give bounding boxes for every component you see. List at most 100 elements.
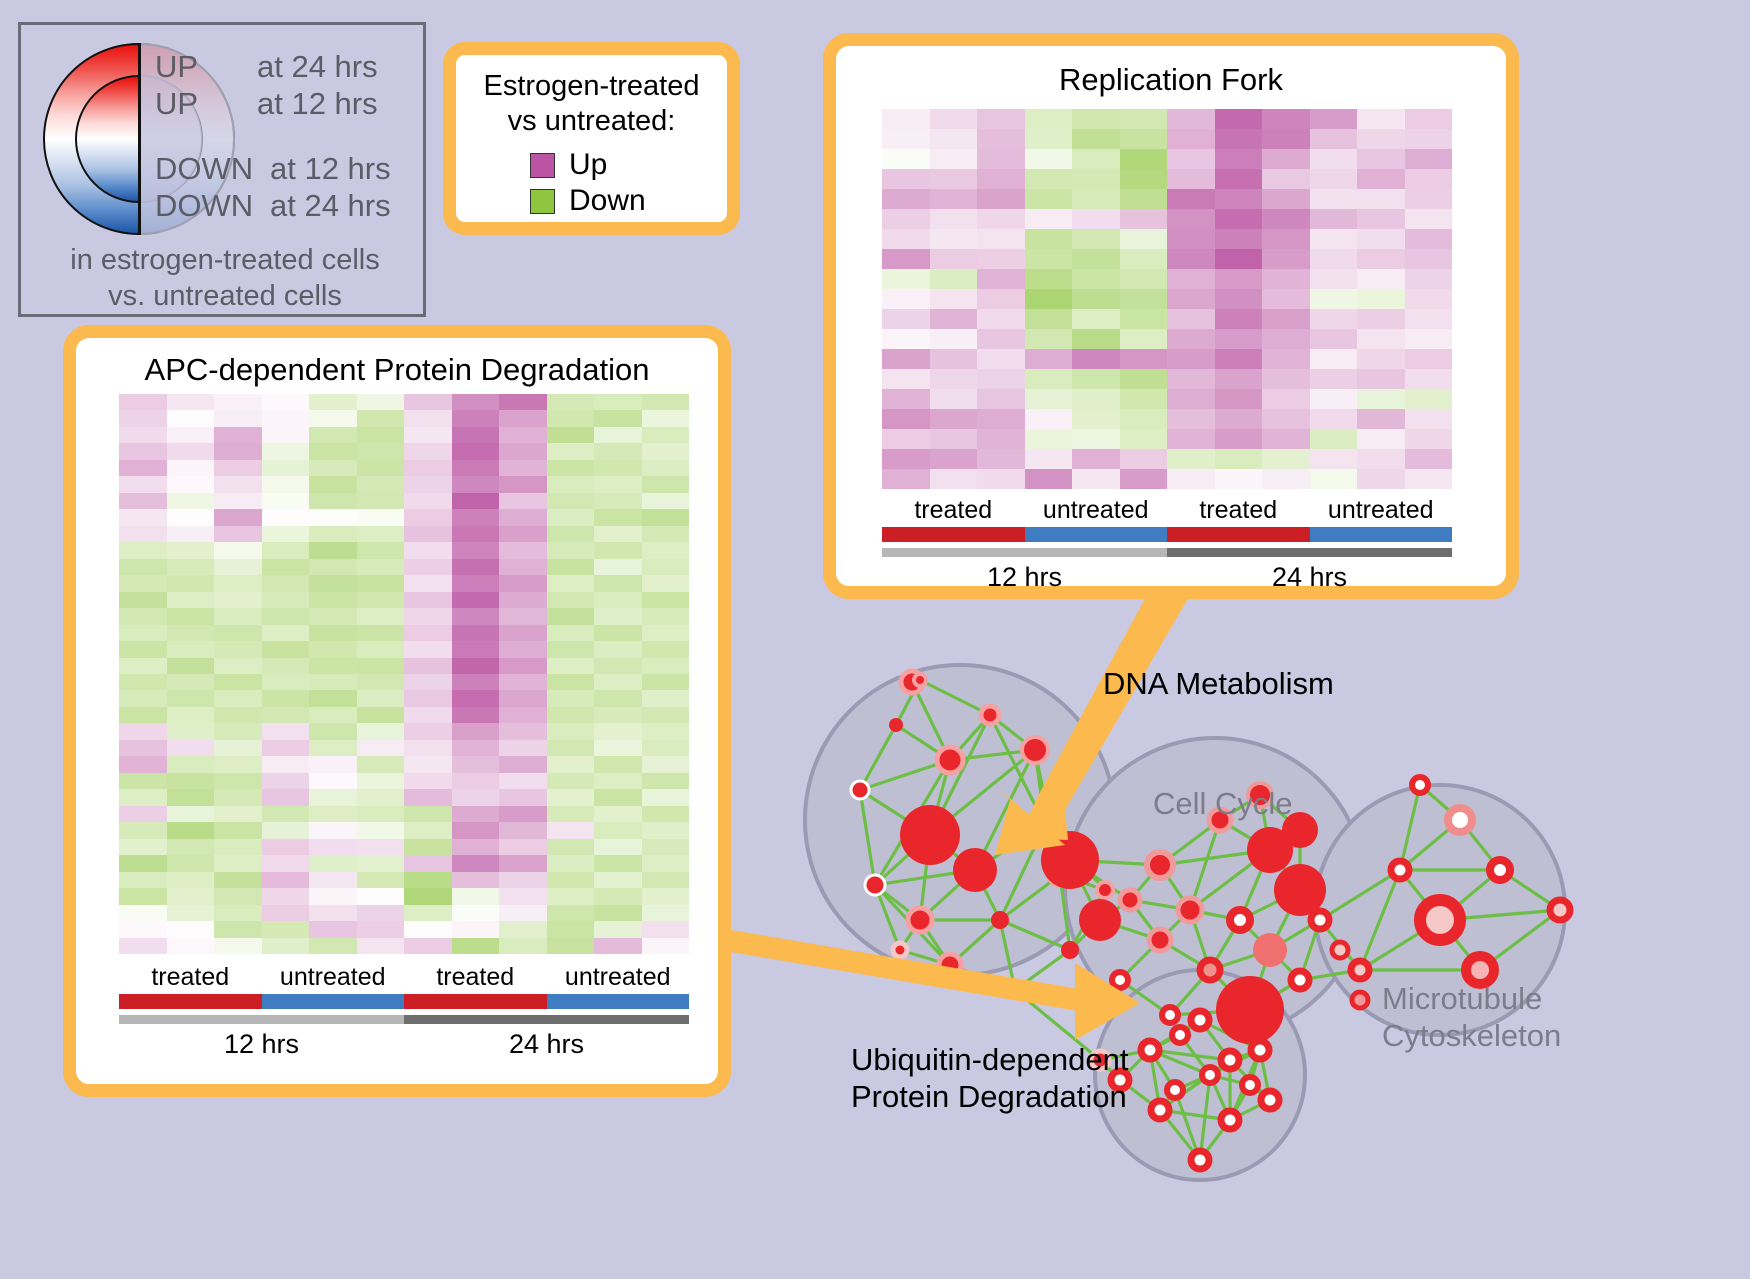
node xyxy=(1007,982,1023,998)
heatmap-cell xyxy=(356,426,404,444)
node xyxy=(905,905,935,935)
heatmap-cell xyxy=(882,189,930,209)
heatmap-cell xyxy=(119,459,167,477)
heatmap-cell xyxy=(499,706,547,724)
condition-label-3: untreated xyxy=(1327,496,1434,524)
heatmap-cell xyxy=(1214,329,1262,349)
heatmap-cell xyxy=(166,575,214,592)
heatmap-cell xyxy=(641,822,689,839)
heatmap-cell xyxy=(546,542,594,559)
heatmap-cell xyxy=(451,525,499,543)
node xyxy=(1146,926,1174,954)
heatmap-cell xyxy=(214,772,262,790)
heatmap-cell xyxy=(641,657,689,674)
heatmap-cell xyxy=(594,443,642,460)
heatmap-cell xyxy=(641,789,689,806)
heatmap-cell xyxy=(166,525,214,543)
heatmap-cell xyxy=(594,871,642,889)
heatmap-cell xyxy=(641,739,689,757)
heatmap-cell xyxy=(1024,309,1072,329)
heatmap-cell xyxy=(356,509,404,526)
heatmap-cell xyxy=(499,492,547,510)
heatmap-cell xyxy=(214,410,262,427)
node xyxy=(1020,735,1050,765)
heatmap-cell xyxy=(641,838,689,856)
heatmap-cell xyxy=(1024,189,1072,209)
node xyxy=(1217,1107,1243,1133)
heatmap-cell xyxy=(499,921,547,938)
heatmap-cell xyxy=(166,739,214,757)
heatmap-cell xyxy=(1404,129,1452,149)
heatmap-cell xyxy=(166,921,214,938)
heatmap-cell xyxy=(1119,189,1167,209)
heatmap-cell xyxy=(166,624,214,642)
bar-time-24 xyxy=(404,1015,689,1024)
heatmap-cell xyxy=(1214,369,1262,389)
heatmap-cell xyxy=(546,888,594,905)
heatmap-cell xyxy=(882,349,930,369)
heatmap-cell xyxy=(1309,249,1357,269)
heatmap-cell xyxy=(594,492,642,510)
colorwheel-footer: in estrogen-treated cells vs. untreated … xyxy=(21,243,429,315)
node xyxy=(1187,1007,1213,1033)
heatmap-cell xyxy=(166,542,214,559)
heatmap-cell xyxy=(1167,369,1215,389)
heatmap-cell xyxy=(977,449,1025,469)
heatmap-cell xyxy=(356,904,404,922)
heatmap-cell xyxy=(1214,429,1262,449)
heatmap-cell xyxy=(451,789,499,806)
heatmap-cell xyxy=(882,269,930,289)
condition-label-2: treated xyxy=(436,963,515,991)
heatmap-cell xyxy=(214,789,262,806)
heatmap-cell xyxy=(119,394,167,411)
heatmap-cell xyxy=(882,389,930,409)
heatmap-cell xyxy=(1072,269,1120,289)
colorwheel-row-0-time: at 24 hrs xyxy=(257,49,378,84)
down-color-swatch xyxy=(530,188,555,214)
heatmap-cell xyxy=(546,789,594,806)
heatmap-cell xyxy=(594,426,642,444)
heatmap-cell xyxy=(356,805,404,823)
heatmap-cell xyxy=(261,591,309,609)
heatmap-cell xyxy=(356,674,404,691)
heatmap-cell xyxy=(451,459,499,477)
node xyxy=(1137,1037,1163,1063)
heatmap-cell xyxy=(356,838,404,856)
heatmap-cell xyxy=(1167,189,1215,209)
heatmap-cell xyxy=(214,476,262,493)
heatmap-cell xyxy=(546,706,594,724)
heatmap-cell xyxy=(356,575,404,592)
heatmap-cell xyxy=(214,690,262,707)
heatmap-cell xyxy=(1214,229,1262,249)
heatmap-cell xyxy=(1119,349,1167,369)
heatmap-cell xyxy=(404,394,452,411)
heatmap-cell xyxy=(641,690,689,707)
heatmap-cell xyxy=(356,739,404,757)
heatmap-cell xyxy=(404,410,452,427)
heatmap-cell xyxy=(594,459,642,477)
heatmap-cell xyxy=(309,904,357,922)
heatmap-cell xyxy=(356,476,404,493)
heatmap-cell xyxy=(1072,349,1120,369)
heatmap-cell xyxy=(1357,309,1405,329)
heatmap-cell xyxy=(1214,389,1262,409)
heatmap-cell xyxy=(1119,169,1167,189)
heatmap-cell xyxy=(594,888,642,905)
heatmap-cell xyxy=(882,209,930,229)
node xyxy=(1159,1004,1181,1026)
heatmap-cell xyxy=(261,476,309,493)
heatmap-cell xyxy=(1119,409,1167,429)
heatmap-cell xyxy=(546,394,594,411)
heatmap-cell xyxy=(1119,269,1167,289)
condition-labels: treated untreated treated untreated xyxy=(119,963,689,992)
heatmap-cell xyxy=(214,937,262,954)
heatmap-cell xyxy=(119,608,167,625)
node xyxy=(900,805,960,865)
heatmap-cell xyxy=(546,492,594,510)
heatmap-cell xyxy=(1309,189,1357,209)
heatmap-cell xyxy=(356,706,404,724)
heatmap-cell xyxy=(1404,409,1452,429)
heatmap-cell xyxy=(356,888,404,905)
heatmap-cell xyxy=(594,855,642,872)
heatmap-cell xyxy=(261,921,309,938)
